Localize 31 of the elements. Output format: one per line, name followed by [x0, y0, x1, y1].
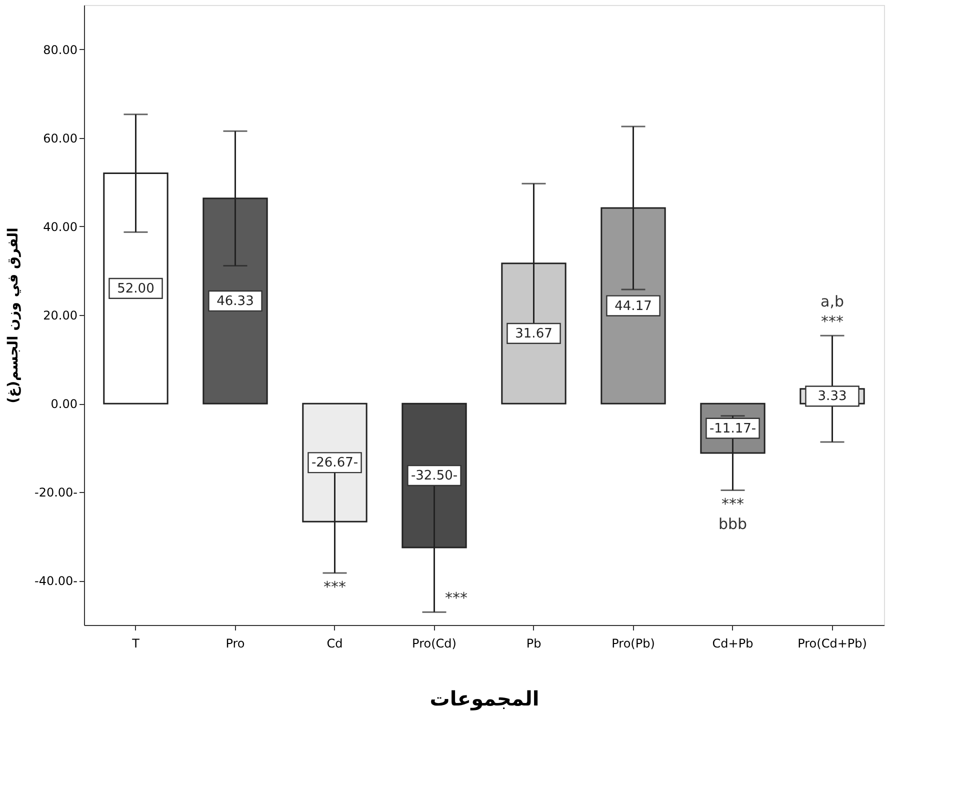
y-tick-label: 20.00 — [43, 308, 78, 322]
x-tick-label: Pro — [226, 636, 245, 650]
data-label: 52.00 — [117, 281, 154, 296]
x-tick-label: Pro(Pb) — [612, 636, 655, 650]
x-tick-label: Pro(Cd+Pb) — [798, 636, 867, 650]
y-tick-label: 80.00 — [43, 42, 78, 57]
annotation: *** — [722, 495, 745, 514]
annotation: *** — [323, 578, 346, 596]
data-label: -26.67- — [311, 456, 358, 471]
x-tick-label: T — [131, 636, 140, 650]
data-label: 3.33 — [818, 389, 847, 404]
annotation: a,b — [820, 292, 844, 311]
x-tick-label: Cd+Pb — [712, 636, 754, 650]
data-label: -11.17- — [709, 421, 756, 436]
y-tick-label: -20.00- — [34, 486, 78, 500]
y-tick-label: 0.00 — [50, 397, 78, 412]
x-tick-label: Pb — [526, 636, 542, 650]
data-label: 44.17 — [614, 298, 652, 314]
data-label: 31.67 — [515, 326, 552, 342]
y-axis-title: الفرق في وزن الجسم(غ) — [5, 228, 22, 404]
y-tick-label: 60.00 — [43, 131, 78, 146]
annotation: bbb — [718, 515, 748, 534]
y-tick-label: -40.00- — [34, 574, 78, 588]
data-label: -32.50- — [410, 468, 458, 484]
x-axis-title: المجموعات — [430, 686, 540, 710]
data-label: 46.33 — [216, 294, 254, 309]
annotation: *** — [821, 312, 844, 331]
annotation: *** — [445, 589, 468, 608]
x-tick-label: Cd — [326, 636, 343, 650]
y-tick-label: 40.00 — [43, 220, 78, 234]
x-tick-label: Pro(Cd) — [412, 636, 456, 650]
